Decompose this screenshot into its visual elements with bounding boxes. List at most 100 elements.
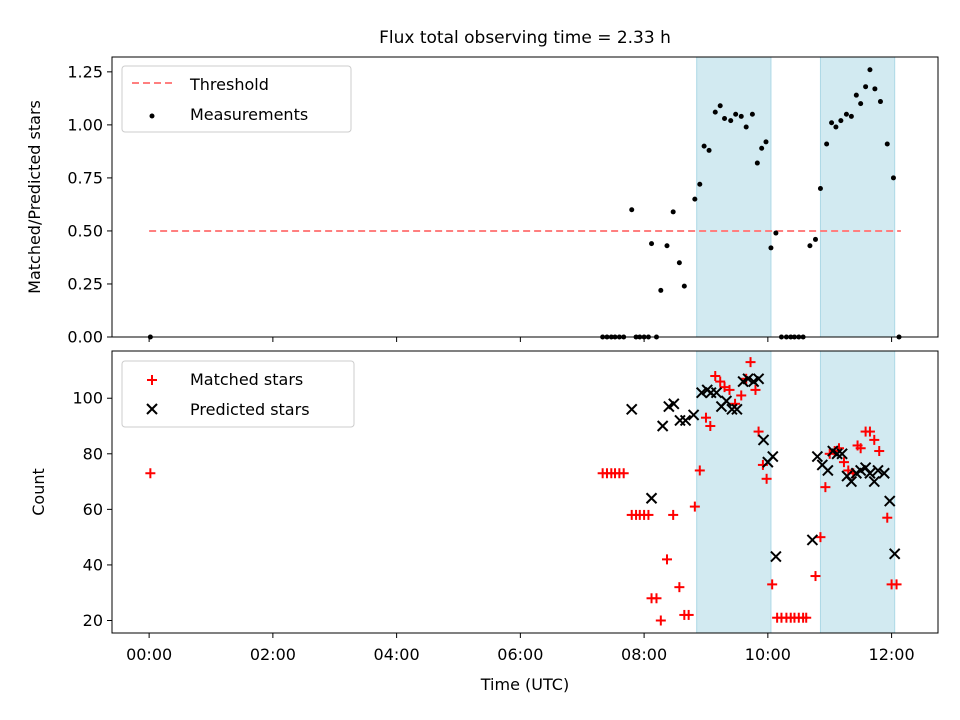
matched-star-point (724, 384, 735, 395)
predicted-star-point (731, 403, 743, 416)
predicted-star-point (878, 467, 890, 479)
bottom-legend-box (121, 360, 355, 428)
measurement-point (676, 260, 682, 266)
predicted-star-point (836, 448, 848, 460)
observing-window-2 (819, 350, 896, 634)
predicted-star-point (695, 386, 708, 399)
x-tick-label: 04:00 (374, 645, 420, 664)
predicted-star-point (845, 475, 858, 488)
predicted-star-point (679, 414, 692, 427)
x-axis-ticks: 00:00 02:00 04:00 06:00 08:00 10:00 12:00 (126, 633, 915, 664)
bottom-y-tick-label: 80 (83, 444, 103, 463)
x-tick-label: 08:00 (621, 645, 667, 664)
measurement-point (706, 147, 712, 153)
measurement-point (692, 196, 698, 202)
matched-star-point (145, 468, 156, 479)
matched-star-point (618, 468, 629, 479)
matched-star-point (838, 457, 849, 468)
observing-window-2 (819, 56, 896, 338)
measurement-point (817, 186, 823, 192)
top-y-tick-label: 1.00 (67, 115, 103, 134)
chart-title: Flux total observing time = 2.33 h (379, 28, 671, 48)
measurement-point (858, 101, 864, 107)
matched-star-point (710, 371, 721, 382)
bottom-y-tick-label: 40 (83, 555, 103, 574)
x-tick-label: 06:00 (497, 645, 543, 664)
measurement-point (722, 116, 728, 122)
y-axis-ticks: 0.00 0.25 0.50 0.75 1.00 1.25 (67, 62, 112, 347)
top-y-tick-label: 0.75 (67, 168, 103, 187)
x-tick-label: 00:00 (126, 645, 172, 664)
measurement-point (768, 245, 774, 251)
legend-measurements-label: Measurements (190, 105, 308, 124)
measurement-point (754, 160, 760, 166)
predicted-star-point (757, 434, 770, 446)
matched-star-point (767, 579, 778, 590)
legend-measurements-swatch (149, 113, 155, 119)
legend-predicted-swatch (146, 403, 158, 415)
predicted-star-point (720, 395, 733, 407)
measurement-point (629, 207, 635, 213)
predicted-star-point (645, 492, 658, 504)
observing-window-1 (696, 56, 772, 338)
measurement-point (763, 139, 769, 145)
predicted-star-point (868, 475, 880, 488)
matched-star-point (891, 579, 902, 590)
predicted-star-point (806, 534, 819, 546)
matched-star-point (705, 421, 716, 432)
measurement-point (833, 124, 839, 130)
matched-star-point (815, 532, 826, 543)
observing-windows (696, 350, 896, 634)
predicted-star-point (726, 403, 738, 416)
matched-star-point (700, 412, 711, 423)
bottom-y-tick-label: 20 (83, 611, 103, 630)
bottom-y-tick-label: 100 (72, 389, 103, 408)
measurement-point (738, 113, 744, 119)
measurement-point (712, 109, 718, 115)
measurement-point (829, 120, 835, 126)
predicted-star-point (822, 464, 834, 477)
predicted-star-point (626, 403, 638, 416)
predicted-star-points (626, 373, 901, 563)
matched-star-point (761, 473, 772, 484)
x-tick-label: 02:00 (250, 645, 296, 664)
x-tick-label: 12:00 (869, 645, 915, 664)
measurement-point (807, 243, 813, 249)
measurement-point (877, 99, 883, 105)
matched-star-point (874, 446, 885, 457)
measurement-point (812, 236, 818, 242)
predicted-star-point (710, 386, 723, 399)
measurement-point (843, 111, 849, 117)
top-legend-box (121, 65, 352, 133)
predicted-star-point (864, 467, 876, 479)
matched-star-point (655, 615, 666, 626)
measurement-point (649, 241, 655, 247)
predicted-star-point (668, 398, 680, 410)
top-legend: Threshold Measurements (121, 65, 352, 133)
matched-star-point (674, 582, 685, 593)
x-axis-label: Time (UTC) (480, 675, 569, 694)
matched-star-point (694, 465, 705, 476)
measurement-point (773, 230, 779, 236)
measurement-point (749, 111, 755, 117)
x-tick-label: 10:00 (745, 645, 791, 664)
measurement-point (728, 118, 734, 124)
matched-star-point (651, 593, 662, 604)
measurement-point (697, 181, 703, 187)
matched-star-point (864, 426, 875, 437)
predicted-star-point (770, 550, 782, 563)
measurement-point (863, 84, 869, 90)
legend-matched-label: Matched stars (190, 370, 303, 389)
predicted-star-point (872, 464, 884, 477)
matched-star-point (661, 554, 672, 565)
bottom-axes-frame (111, 350, 939, 634)
legend-threshold-label: Threshold (189, 75, 269, 94)
predicted-star-point (742, 373, 754, 385)
top-axes-frame (111, 56, 939, 338)
bottom-y-axis-label: Count (29, 468, 48, 516)
matched-star-point (820, 482, 831, 493)
bottom-legend: Matched stars Predicted stars (121, 360, 355, 428)
predicted-star-point (752, 373, 765, 385)
matched-star-point (810, 571, 821, 582)
